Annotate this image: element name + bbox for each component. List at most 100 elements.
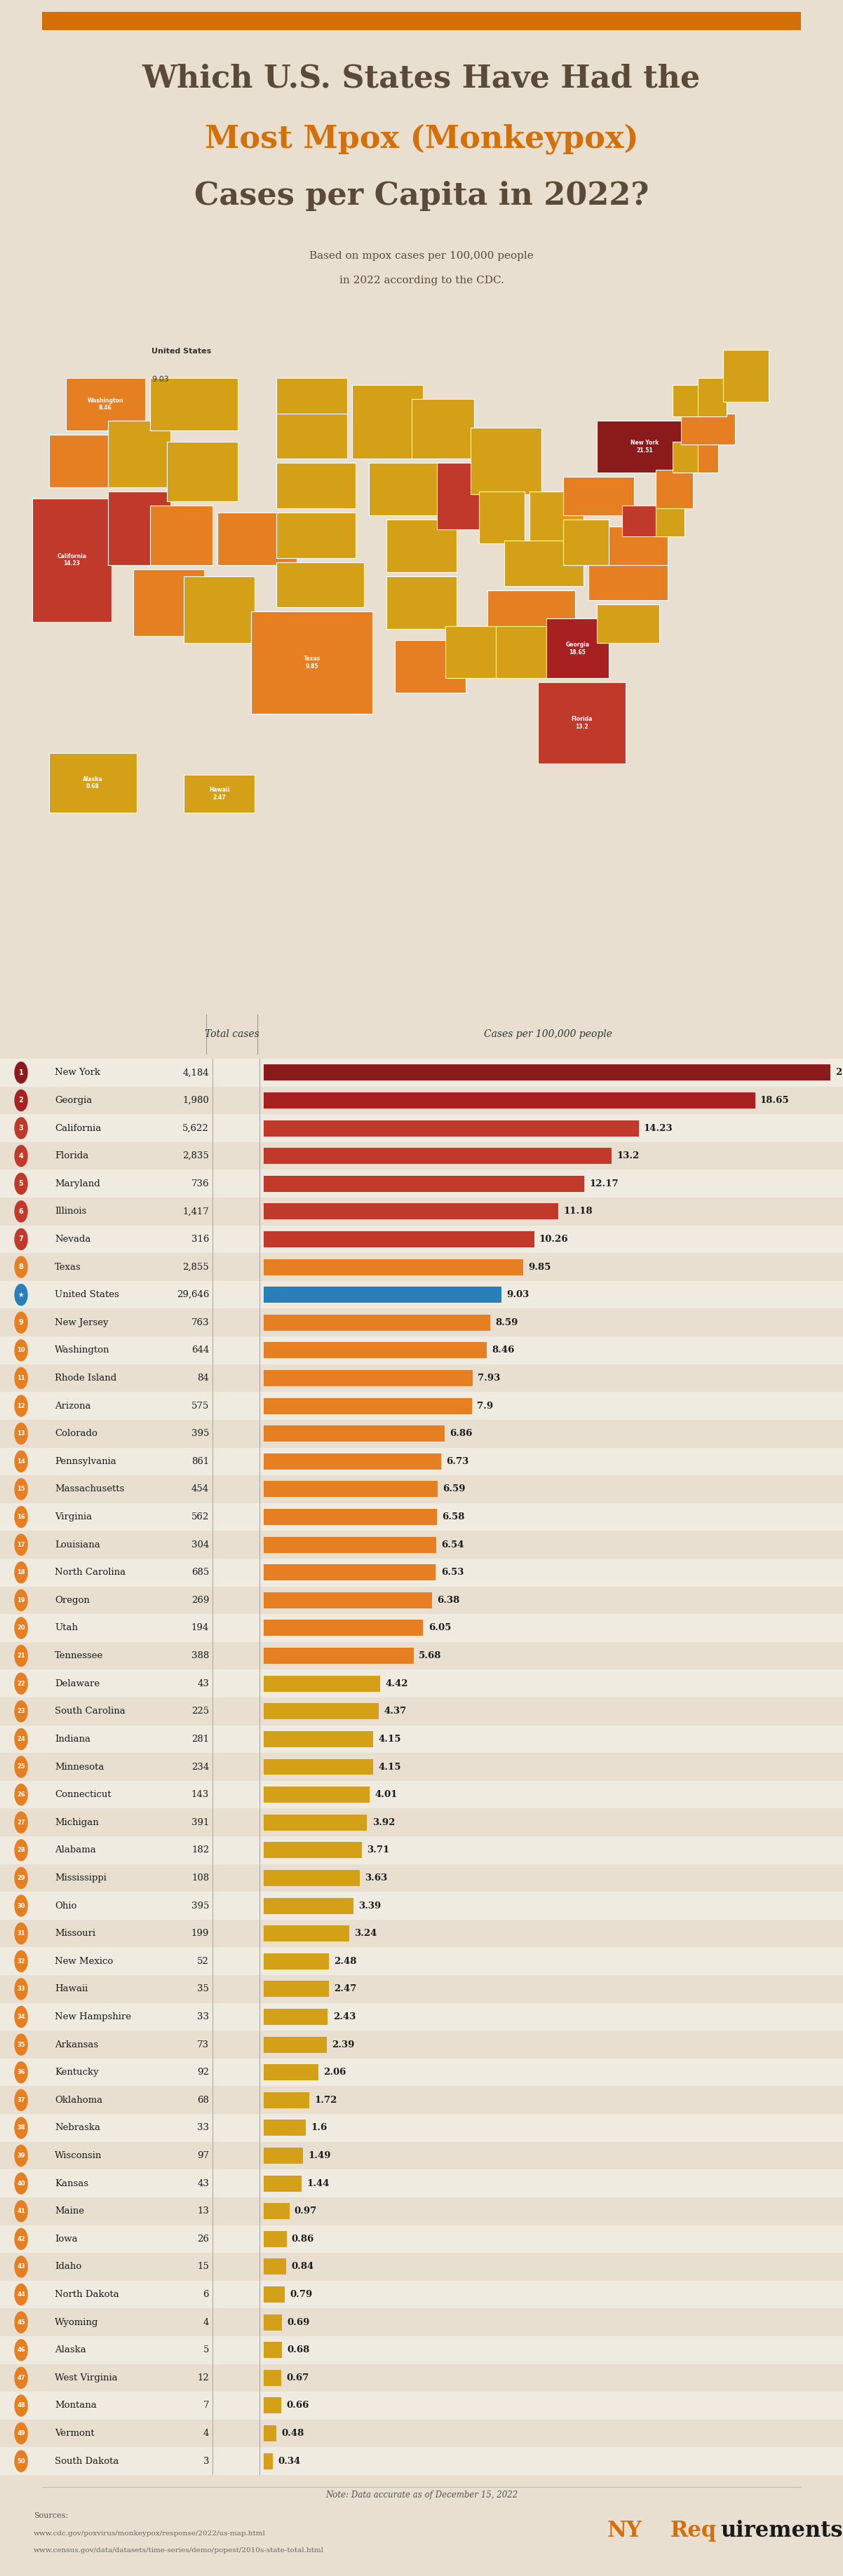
Text: 13.2: 13.2 [616,1151,639,1159]
FancyBboxPatch shape [411,399,474,459]
Text: 9.03: 9.03 [507,1291,529,1298]
FancyBboxPatch shape [0,1365,843,1391]
Text: NY: NY [607,2519,642,2543]
Text: Minnesota: Minnesota [55,1762,105,1772]
Text: Florida
13.2: Florida 13.2 [571,716,593,729]
Text: 8.46: 8.46 [491,1345,514,1355]
FancyBboxPatch shape [184,775,255,814]
FancyBboxPatch shape [264,2259,286,2275]
FancyBboxPatch shape [0,1141,843,1170]
Text: 304: 304 [191,1540,209,1548]
Text: 23: 23 [17,1708,25,1716]
Circle shape [15,2117,27,2138]
FancyBboxPatch shape [0,1115,843,1141]
Text: Texas
9.85: Texas 9.85 [303,657,320,670]
FancyBboxPatch shape [264,1314,490,1332]
FancyBboxPatch shape [0,1309,843,1337]
FancyBboxPatch shape [496,626,550,677]
Text: 763: 763 [191,1319,209,1327]
Circle shape [15,2450,27,2473]
FancyBboxPatch shape [0,1754,843,1780]
Text: 225: 225 [191,1708,209,1716]
FancyBboxPatch shape [217,513,297,564]
Circle shape [15,1728,27,1749]
Text: Arizona: Arizona [55,1401,91,1412]
Text: 33: 33 [17,1986,25,1991]
Text: 3.39: 3.39 [358,1901,381,1911]
Text: 35: 35 [197,1984,209,1994]
FancyBboxPatch shape [0,2419,843,2447]
Text: South Dakota: South Dakota [55,2458,119,2465]
FancyBboxPatch shape [264,1121,639,1136]
Text: Alaska: Alaska [55,2347,86,2354]
FancyBboxPatch shape [264,1564,436,1582]
FancyBboxPatch shape [264,1288,502,1303]
FancyBboxPatch shape [264,1592,432,1607]
Text: 29,646: 29,646 [176,1291,209,1298]
Text: 33: 33 [197,2123,209,2133]
FancyBboxPatch shape [0,1476,843,1502]
Text: Montana: Montana [55,2401,97,2411]
Circle shape [15,1311,27,1334]
FancyBboxPatch shape [673,440,701,474]
Text: Cases per 100,000 people: Cases per 100,000 people [484,1030,612,1038]
Text: Total cases: Total cases [205,1030,259,1038]
Circle shape [15,1090,27,1110]
Text: 1.6: 1.6 [311,2123,327,2133]
FancyBboxPatch shape [0,1448,843,1476]
FancyBboxPatch shape [563,520,609,564]
Text: in 2022 according to the CDC.: in 2022 according to the CDC. [339,276,504,286]
Text: Arkansas: Arkansas [55,2040,99,2048]
Text: www.census.gov/data/datasets/time-series/demo/popest/2010s-state-total.html: www.census.gov/data/datasets/time-series… [34,2548,324,2553]
Text: Massachusetts: Massachusetts [55,1484,125,1494]
FancyBboxPatch shape [264,1510,438,1525]
Text: Louisiana: Louisiana [55,1540,100,1548]
FancyBboxPatch shape [352,384,423,459]
FancyBboxPatch shape [673,384,701,417]
Text: 46: 46 [17,2347,25,2354]
Text: 0.69: 0.69 [287,2318,309,2326]
Circle shape [15,1868,27,1888]
FancyBboxPatch shape [0,1558,843,1587]
Text: 1.44: 1.44 [307,2179,330,2187]
Text: 6.59: 6.59 [443,1484,465,1494]
FancyBboxPatch shape [0,1669,843,1698]
FancyBboxPatch shape [0,2365,843,2391]
FancyBboxPatch shape [0,1641,843,1669]
Text: uirements.com: uirements.com [721,2519,843,2543]
Text: Illinois: Illinois [55,1208,87,1216]
Text: 10: 10 [17,1347,25,1352]
FancyBboxPatch shape [0,1726,843,1754]
Text: 182: 182 [191,1844,209,1855]
FancyBboxPatch shape [264,2120,306,2136]
Text: 0.67: 0.67 [287,2372,309,2383]
Text: 395: 395 [191,1430,209,1437]
Text: 1,980: 1,980 [183,1095,209,1105]
Text: 0.34: 0.34 [278,2458,300,2465]
Text: 234: 234 [191,1762,209,1772]
Text: 1,417: 1,417 [183,1208,209,1216]
Text: 29: 29 [17,1875,25,1880]
Text: 13: 13 [17,1430,25,1437]
Text: Oregon: Oregon [55,1595,89,1605]
FancyBboxPatch shape [0,1698,843,1726]
FancyBboxPatch shape [264,1231,534,1247]
FancyBboxPatch shape [264,2174,302,2192]
Text: Wisconsin: Wisconsin [55,2151,102,2161]
Text: 4: 4 [203,2429,209,2437]
Text: California: California [55,1123,101,1133]
Text: Connecticut: Connecticut [55,1790,111,1798]
FancyBboxPatch shape [0,1391,843,1419]
FancyBboxPatch shape [264,1260,524,1275]
Text: 41: 41 [17,2208,25,2215]
Text: 50: 50 [17,2458,25,2465]
Text: 3.63: 3.63 [364,1873,387,1883]
FancyBboxPatch shape [150,505,212,564]
FancyBboxPatch shape [487,590,575,629]
Text: 12.17: 12.17 [589,1180,619,1188]
Text: Iowa: Iowa [55,2233,78,2244]
Text: 5,622: 5,622 [183,1123,209,1133]
Text: Cases per Capita in 2022?: Cases per Capita in 2022? [194,180,649,211]
Circle shape [15,1785,27,1806]
FancyBboxPatch shape [264,1092,755,1108]
